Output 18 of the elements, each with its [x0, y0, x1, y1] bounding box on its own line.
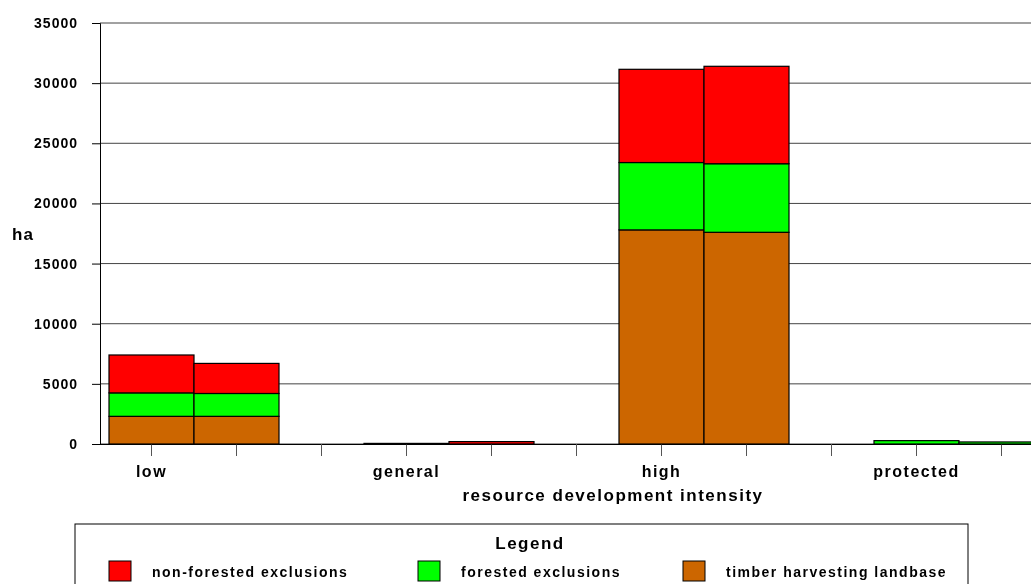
y-tick-label: 20000	[34, 195, 78, 212]
x-axis-title: resource development intensity	[462, 486, 764, 505]
y-tick-label: 35000	[34, 14, 78, 31]
y-tick-label: 10000	[34, 315, 78, 332]
x-tick-label: general	[372, 463, 441, 481]
legend-title: Legend	[495, 534, 565, 553]
legend-label: timber harvesting landbase	[726, 564, 948, 580]
legend-label: forested exclusions	[461, 564, 621, 580]
x-tick-label: protected	[873, 463, 960, 481]
y-tick-label: 25000	[34, 135, 78, 152]
legend-label: non-forested exclusions	[152, 564, 349, 580]
y-tick-label: 30000	[34, 75, 78, 92]
x-tick-label: high	[641, 463, 682, 481]
y-tick-label: 15000	[34, 255, 78, 272]
y-tick-label: 5000	[42, 375, 78, 392]
x-tick-label: low	[135, 463, 168, 481]
y-axis-title: ha	[12, 225, 34, 244]
y-tick-label: 0	[69, 435, 78, 452]
